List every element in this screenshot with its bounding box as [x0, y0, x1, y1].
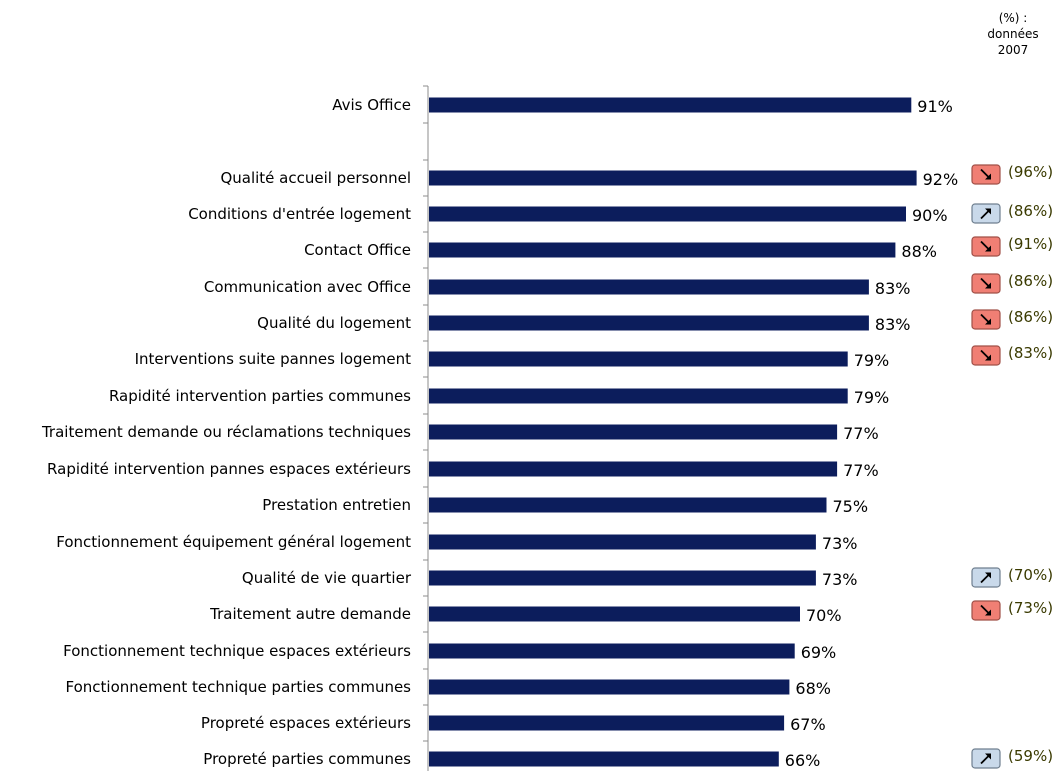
category-label: Fonctionnement équipement général logeme…	[56, 533, 411, 551]
bar	[429, 97, 912, 113]
value-label: 77%	[843, 461, 879, 480]
bar	[429, 679, 790, 695]
bar	[429, 388, 848, 404]
category-label: Traitement demande ou réclamations techn…	[41, 423, 411, 441]
category-label: Contact Office	[304, 241, 411, 259]
category-label: Propreté espaces extérieurs	[201, 714, 411, 732]
trend-down-icon	[971, 273, 1001, 294]
bar	[429, 424, 838, 440]
value-label: 83%	[875, 279, 911, 298]
category-label: Fonctionnement technique espaces extérie…	[63, 642, 411, 660]
comparison-2007-label: (86%)	[1008, 308, 1053, 326]
bar	[429, 643, 795, 659]
value-label: 90%	[912, 206, 948, 225]
category-label: Traitement autre demande	[209, 605, 411, 623]
bars-layer	[429, 97, 917, 767]
labels-layer: Avis Office 91% Qualité accueil personnel 9…	[41, 96, 958, 770]
value-label: 92%	[923, 170, 959, 189]
category-label: Qualité accueil personnel	[220, 169, 411, 187]
value-label: 88%	[901, 242, 937, 261]
comparison-2007-label: (73%)	[1008, 599, 1053, 617]
value-label: 79%	[854, 351, 890, 370]
category-label: Qualité du logement	[257, 314, 411, 332]
value-label: 73%	[822, 570, 858, 589]
category-label: Interventions suite pannes logement	[135, 350, 411, 368]
value-label: 77%	[843, 424, 879, 443]
category-label: Qualité de vie quartier	[242, 569, 412, 587]
value-label: 79%	[854, 388, 890, 407]
category-label: Prestation entretien	[262, 496, 411, 514]
trend-up-icon	[971, 748, 1001, 769]
value-label: 83%	[875, 315, 911, 334]
bar	[429, 315, 869, 331]
bar	[429, 242, 896, 258]
trend-up-icon	[971, 203, 1001, 224]
trend-down-icon	[971, 236, 1001, 257]
value-label: 67%	[790, 715, 826, 734]
legend-note-line1: (%) :	[998, 11, 1028, 25]
bar	[429, 606, 800, 622]
trend-down-icon	[971, 345, 1001, 366]
legend-note-line2: données	[987, 27, 1039, 41]
category-label: Communication avec Office	[204, 278, 411, 296]
legend-note: (%) : données 2007	[978, 10, 1048, 58]
bar	[429, 206, 906, 222]
category-label: Rapidité intervention parties communes	[109, 387, 411, 405]
value-label: 75%	[833, 497, 869, 516]
comparison-2007-label: (83%)	[1008, 344, 1053, 362]
comparison-2007-label: (91%)	[1008, 235, 1053, 253]
value-label: 66%	[785, 751, 821, 770]
comparison-2007-label: (59%)	[1008, 747, 1053, 765]
bar	[429, 570, 816, 586]
value-label: 69%	[801, 643, 837, 662]
trend-down-icon	[971, 164, 1001, 185]
bar	[429, 461, 838, 477]
value-label: 68%	[795, 679, 831, 698]
trend-down-icon	[971, 600, 1001, 621]
comparison-2007-label: (70%)	[1008, 566, 1053, 584]
trend-down-icon	[971, 309, 1001, 330]
comparison-2007-label: (86%)	[1008, 272, 1053, 290]
bar	[429, 751, 779, 767]
category-label: Fonctionnement technique parties commune…	[66, 678, 412, 696]
value-label: 70%	[806, 606, 842, 625]
category-label: Conditions d'entrée logement	[188, 205, 411, 223]
category-label: Propreté parties communes	[203, 750, 411, 768]
bar	[429, 279, 869, 295]
bar	[429, 497, 827, 513]
value-label: 73%	[822, 534, 858, 553]
category-label: Rapidité intervention pannes espaces ext…	[47, 460, 411, 478]
trend-up-icon	[971, 567, 1001, 588]
category-label: Avis Office	[332, 96, 411, 114]
comparison-layer: (96%) (86%) (91%) (86%) (86%) (83%) (70%) (73%)…	[971, 163, 1053, 769]
bar	[429, 534, 816, 550]
comparison-2007-label: (86%)	[1008, 202, 1053, 220]
value-label: 91%	[917, 97, 953, 116]
comparison-2007-label: (96%)	[1008, 163, 1053, 181]
bar	[429, 715, 785, 731]
legend-note-line3: 2007	[997, 43, 1029, 57]
bar	[429, 351, 848, 367]
axis-layer	[423, 85, 429, 771]
bar	[429, 170, 917, 186]
